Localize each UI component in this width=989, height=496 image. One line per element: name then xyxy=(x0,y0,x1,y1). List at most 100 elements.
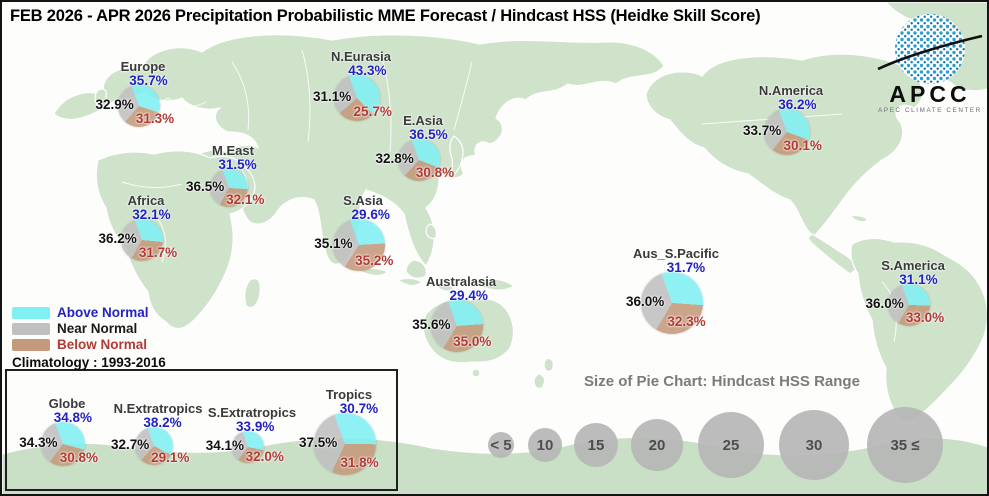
landmass-borneo xyxy=(405,259,427,279)
region-near-value-Australasia: 35.6% xyxy=(412,317,451,332)
landmass-central-america xyxy=(807,233,859,275)
tercile-legend: Above Normal Near Normal Below Normal Cl… xyxy=(12,305,166,370)
region-above-value-Africa: 32.1% xyxy=(132,207,171,222)
size-circle-30: 30 xyxy=(779,410,849,480)
legend-row-near: Near Normal xyxy=(12,321,166,337)
region-pie-N.America xyxy=(764,109,810,155)
region-above-value-N.America: 36.2% xyxy=(778,97,817,112)
apcc-logo: APCC APEC CLIMATE CENTER xyxy=(874,5,984,120)
region-name-S.Asia: S.Asia xyxy=(343,193,383,208)
region-name-Europe: Europe xyxy=(120,59,166,74)
region-above-value-S.America: 31.1% xyxy=(899,272,938,287)
above-normal-swatch xyxy=(12,307,50,319)
legend-row-below: Below Normal xyxy=(12,337,166,353)
region-pie-Australasia xyxy=(431,300,483,352)
region-name-N.Extratropics: N.Extratropics xyxy=(113,401,203,416)
landmass-eurasia xyxy=(53,34,665,267)
size-circle-15: 15 xyxy=(574,423,618,467)
region-name-Aus_S.Pacific: Aus_S.Pacific xyxy=(633,246,719,261)
region-pie-Globe xyxy=(41,422,85,466)
landmass-britain xyxy=(94,88,108,107)
region-near-value-E.Asia: 32.8% xyxy=(375,151,414,166)
region-near-value-Aus_S.Pacific: 36.0% xyxy=(625,294,665,309)
region-below-value-Tropics: 31.8% xyxy=(340,455,379,471)
region-above-value-S.Asia: 29.6% xyxy=(351,207,390,222)
region-name-Globe: Globe xyxy=(48,396,86,411)
size-circle-25: 25 xyxy=(698,412,764,478)
region-name-S.Extratropics: S.Extratropics xyxy=(207,405,297,420)
region-name-S.America: S.America xyxy=(881,258,945,273)
region-near-value-N.Eurasia: 31.1% xyxy=(312,89,352,104)
region-pie-S.Extratropics xyxy=(232,431,264,463)
apcc-logo-graphic: APCC APEC CLIMATE CENTER xyxy=(877,14,983,114)
region-below-value-Aus_S.Pacific: 32.3% xyxy=(667,314,706,330)
region-near-value-N.Extratropics: 32.7% xyxy=(110,437,150,452)
landmass-lesser-sunda xyxy=(435,283,455,292)
size-circle-20: 20 xyxy=(631,419,683,471)
legend-row-above: Above Normal xyxy=(12,305,166,321)
region-above-value-M.East: 31.5% xyxy=(218,157,257,172)
landmass-nz-north xyxy=(543,357,554,372)
region-pie-M.East xyxy=(210,169,248,207)
region-pie-Europe xyxy=(118,85,160,127)
size-circle-35≤: 35 ≤ xyxy=(867,407,943,483)
region-below-value-N.Eurasia: 25.7% xyxy=(353,104,392,120)
region-below-value-N.America: 30.1% xyxy=(783,138,822,154)
region-name-E.Asia: E.Asia xyxy=(403,113,443,128)
region-pie-S.America xyxy=(888,284,930,326)
region-below-value-Africa: 31.7% xyxy=(138,245,178,261)
region-near-value-Africa: 36.2% xyxy=(98,231,137,246)
size-circle-<5: < 5 xyxy=(488,432,514,458)
summary-inset-box xyxy=(5,369,398,491)
landmass-java xyxy=(397,277,423,287)
region-below-value-S.America: 33.0% xyxy=(905,310,945,326)
size-circle-10: 10 xyxy=(528,428,562,462)
landmass-nz-south xyxy=(533,373,546,389)
above-normal-label: Above Normal xyxy=(57,305,149,320)
landmass-madagascar xyxy=(244,278,261,309)
climatology-note: Climatology : 1993-2016 xyxy=(12,355,166,370)
region-above-value-N.Extratropics: 38.2% xyxy=(143,415,182,430)
region-below-value-Europe: 31.3% xyxy=(135,111,175,127)
region-above-value-Tropics: 30.7% xyxy=(339,401,379,416)
region-above-value-Globe: 34.8% xyxy=(53,410,93,425)
region-above-value-Europe: 35.7% xyxy=(129,73,168,88)
region-near-value-N.America: 33.7% xyxy=(742,123,782,138)
region-above-value-N.Eurasia: 43.3% xyxy=(348,63,387,78)
region-name-M.East: M.East xyxy=(212,143,254,158)
region-near-value-S.Asia: 35.1% xyxy=(314,236,353,251)
region-below-value-M.East: 32.1% xyxy=(226,191,265,207)
landmass-japan xyxy=(449,135,464,179)
logo-subtitle: APEC CLIMATE CENTER xyxy=(878,107,982,114)
region-pie-Tropics xyxy=(314,413,376,475)
region-near-value-M.East: 36.5% xyxy=(185,179,225,194)
region-pie-Aus_S.Pacific xyxy=(641,272,703,334)
region-below-value-S.Asia: 35.2% xyxy=(355,253,394,269)
region-name-Africa: Africa xyxy=(127,193,165,208)
landmass-cuba xyxy=(849,214,869,223)
region-above-value-E.Asia: 36.5% xyxy=(409,127,448,142)
region-pie-N.Eurasia xyxy=(334,75,380,121)
landmass-south-america xyxy=(850,237,987,423)
region-pie-E.Asia xyxy=(398,139,440,181)
below-normal-swatch xyxy=(12,339,50,351)
page-title: FEB 2026 - APR 2026 Precipitation Probab… xyxy=(10,7,761,25)
region-pie-S.Asia xyxy=(333,219,385,271)
region-below-value-Globe: 30.8% xyxy=(59,449,98,465)
landmass-tasmania xyxy=(471,368,481,378)
logo-acronym: APCC xyxy=(889,81,970,107)
region-above-value-Australasia: 29.4% xyxy=(449,288,488,303)
region-pie-Africa xyxy=(121,219,163,261)
region-name-Australasia: Australasia xyxy=(425,274,497,289)
region-name-N.America: N.America xyxy=(758,83,824,98)
region-near-value-S.America: 36.0% xyxy=(865,296,904,311)
size-legend-title: Size of Pie Chart: Hindcast HSS Range xyxy=(584,373,860,390)
near-normal-label: Near Normal xyxy=(57,321,138,336)
region-near-value-S.Extratropics: 34.1% xyxy=(205,438,244,453)
landmass-new-guinea xyxy=(471,278,515,291)
swoosh-icon xyxy=(877,34,983,71)
region-near-value-Europe: 32.9% xyxy=(95,97,134,112)
region-name-N.Eurasia: N.Eurasia xyxy=(331,49,391,64)
region-name-Tropics: Tropics xyxy=(325,387,373,402)
